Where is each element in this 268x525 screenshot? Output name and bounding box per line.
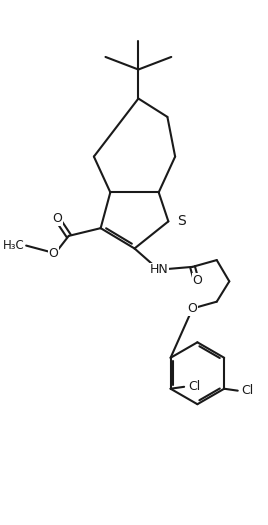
Text: H₃C: H₃C — [2, 239, 24, 252]
Text: Cl: Cl — [188, 380, 200, 393]
Text: O: O — [52, 212, 62, 225]
Text: S: S — [177, 214, 186, 228]
Text: Cl: Cl — [242, 384, 254, 397]
Text: O: O — [192, 274, 202, 287]
Text: HN: HN — [149, 263, 168, 276]
Text: O: O — [48, 247, 58, 260]
Text: O: O — [188, 302, 198, 315]
